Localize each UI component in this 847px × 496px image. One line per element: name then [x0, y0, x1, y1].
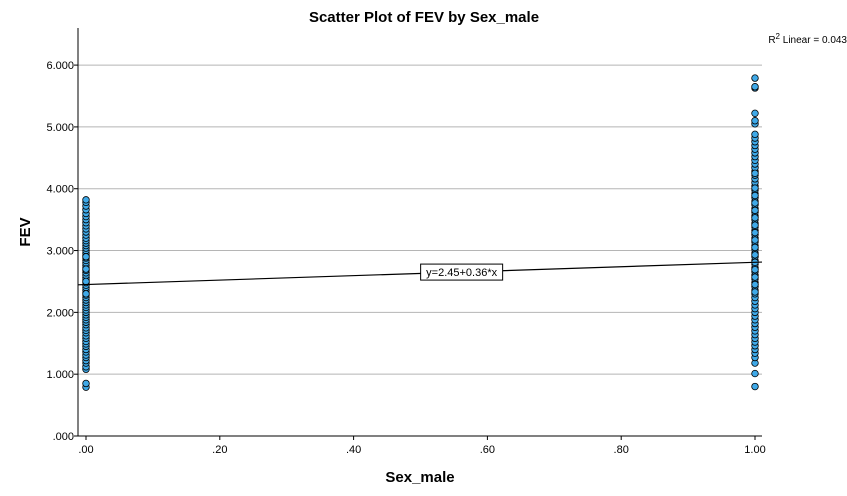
- r-squared-label: R2 Linear = 0.043: [768, 32, 847, 46]
- data-point: [751, 191, 759, 200]
- y-tick-labels: .000 1.000 2.000 3.000 4.000 5.000 6.000: [46, 60, 74, 443]
- fit-equation-label: y=2.45+0.36*x: [426, 267, 497, 279]
- data-point: [751, 117, 759, 125]
- y-tick-label: 2.000: [46, 307, 74, 319]
- fit-equation-box: [420, 263, 504, 281]
- y-tick-label: .000: [53, 431, 74, 443]
- data-point: [751, 184, 759, 192]
- y-tick-label: 1.000: [46, 369, 74, 381]
- gridlines: [78, 64, 762, 375]
- x-tick-label: .80: [614, 444, 629, 456]
- data-point: [751, 206, 759, 215]
- data-point: [82, 253, 90, 261]
- data-point: [751, 214, 759, 222]
- data-point: [751, 382, 759, 391]
- data-point: [751, 221, 759, 229]
- fit-line-group: y=2.45+0.36*x: [77, 261, 763, 286]
- x-tick-labels: .00 .20 .40 .60 .80 1.00: [78, 444, 765, 456]
- data-point: [751, 199, 759, 207]
- data-point: [751, 130, 759, 139]
- y-tick-label: 5.000: [46, 122, 74, 134]
- chart-title: Scatter Plot of FEV by Sex_male: [309, 9, 539, 26]
- x-tick-label: .20: [212, 444, 227, 456]
- data-point: [751, 288, 759, 296]
- y-axis-label: FEV: [17, 217, 34, 246]
- data-point: [751, 83, 759, 91]
- x-axis-label: Sex_male: [385, 469, 454, 486]
- x-tick-label: .40: [346, 444, 361, 456]
- data-point: [82, 290, 90, 298]
- data-point: [751, 228, 759, 237]
- data-point: [751, 243, 759, 252]
- data-point: [82, 265, 90, 273]
- y-tick-label: 4.000: [46, 184, 74, 196]
- data-point: [751, 266, 759, 274]
- axes: [74, 28, 762, 440]
- fit-line: [77, 261, 763, 286]
- data-point: [82, 196, 90, 204]
- data-point: [82, 379, 90, 388]
- x-tick-label: 1.00: [744, 444, 765, 456]
- x-tick-label: .00: [78, 444, 93, 456]
- data-point: [751, 369, 759, 378]
- data-point: [751, 74, 759, 82]
- data-point: [751, 273, 759, 281]
- data-point: [751, 169, 759, 177]
- data-point: [751, 109, 759, 118]
- data-point: [751, 236, 759, 244]
- data-point: [82, 277, 90, 286]
- x-tick-label: .60: [480, 444, 495, 456]
- data-points: [82, 74, 759, 391]
- y-tick-label: 3.000: [46, 246, 74, 258]
- y-tick-label: 6.000: [46, 60, 74, 72]
- data-point: [751, 280, 759, 289]
- data-point: [751, 251, 759, 259]
